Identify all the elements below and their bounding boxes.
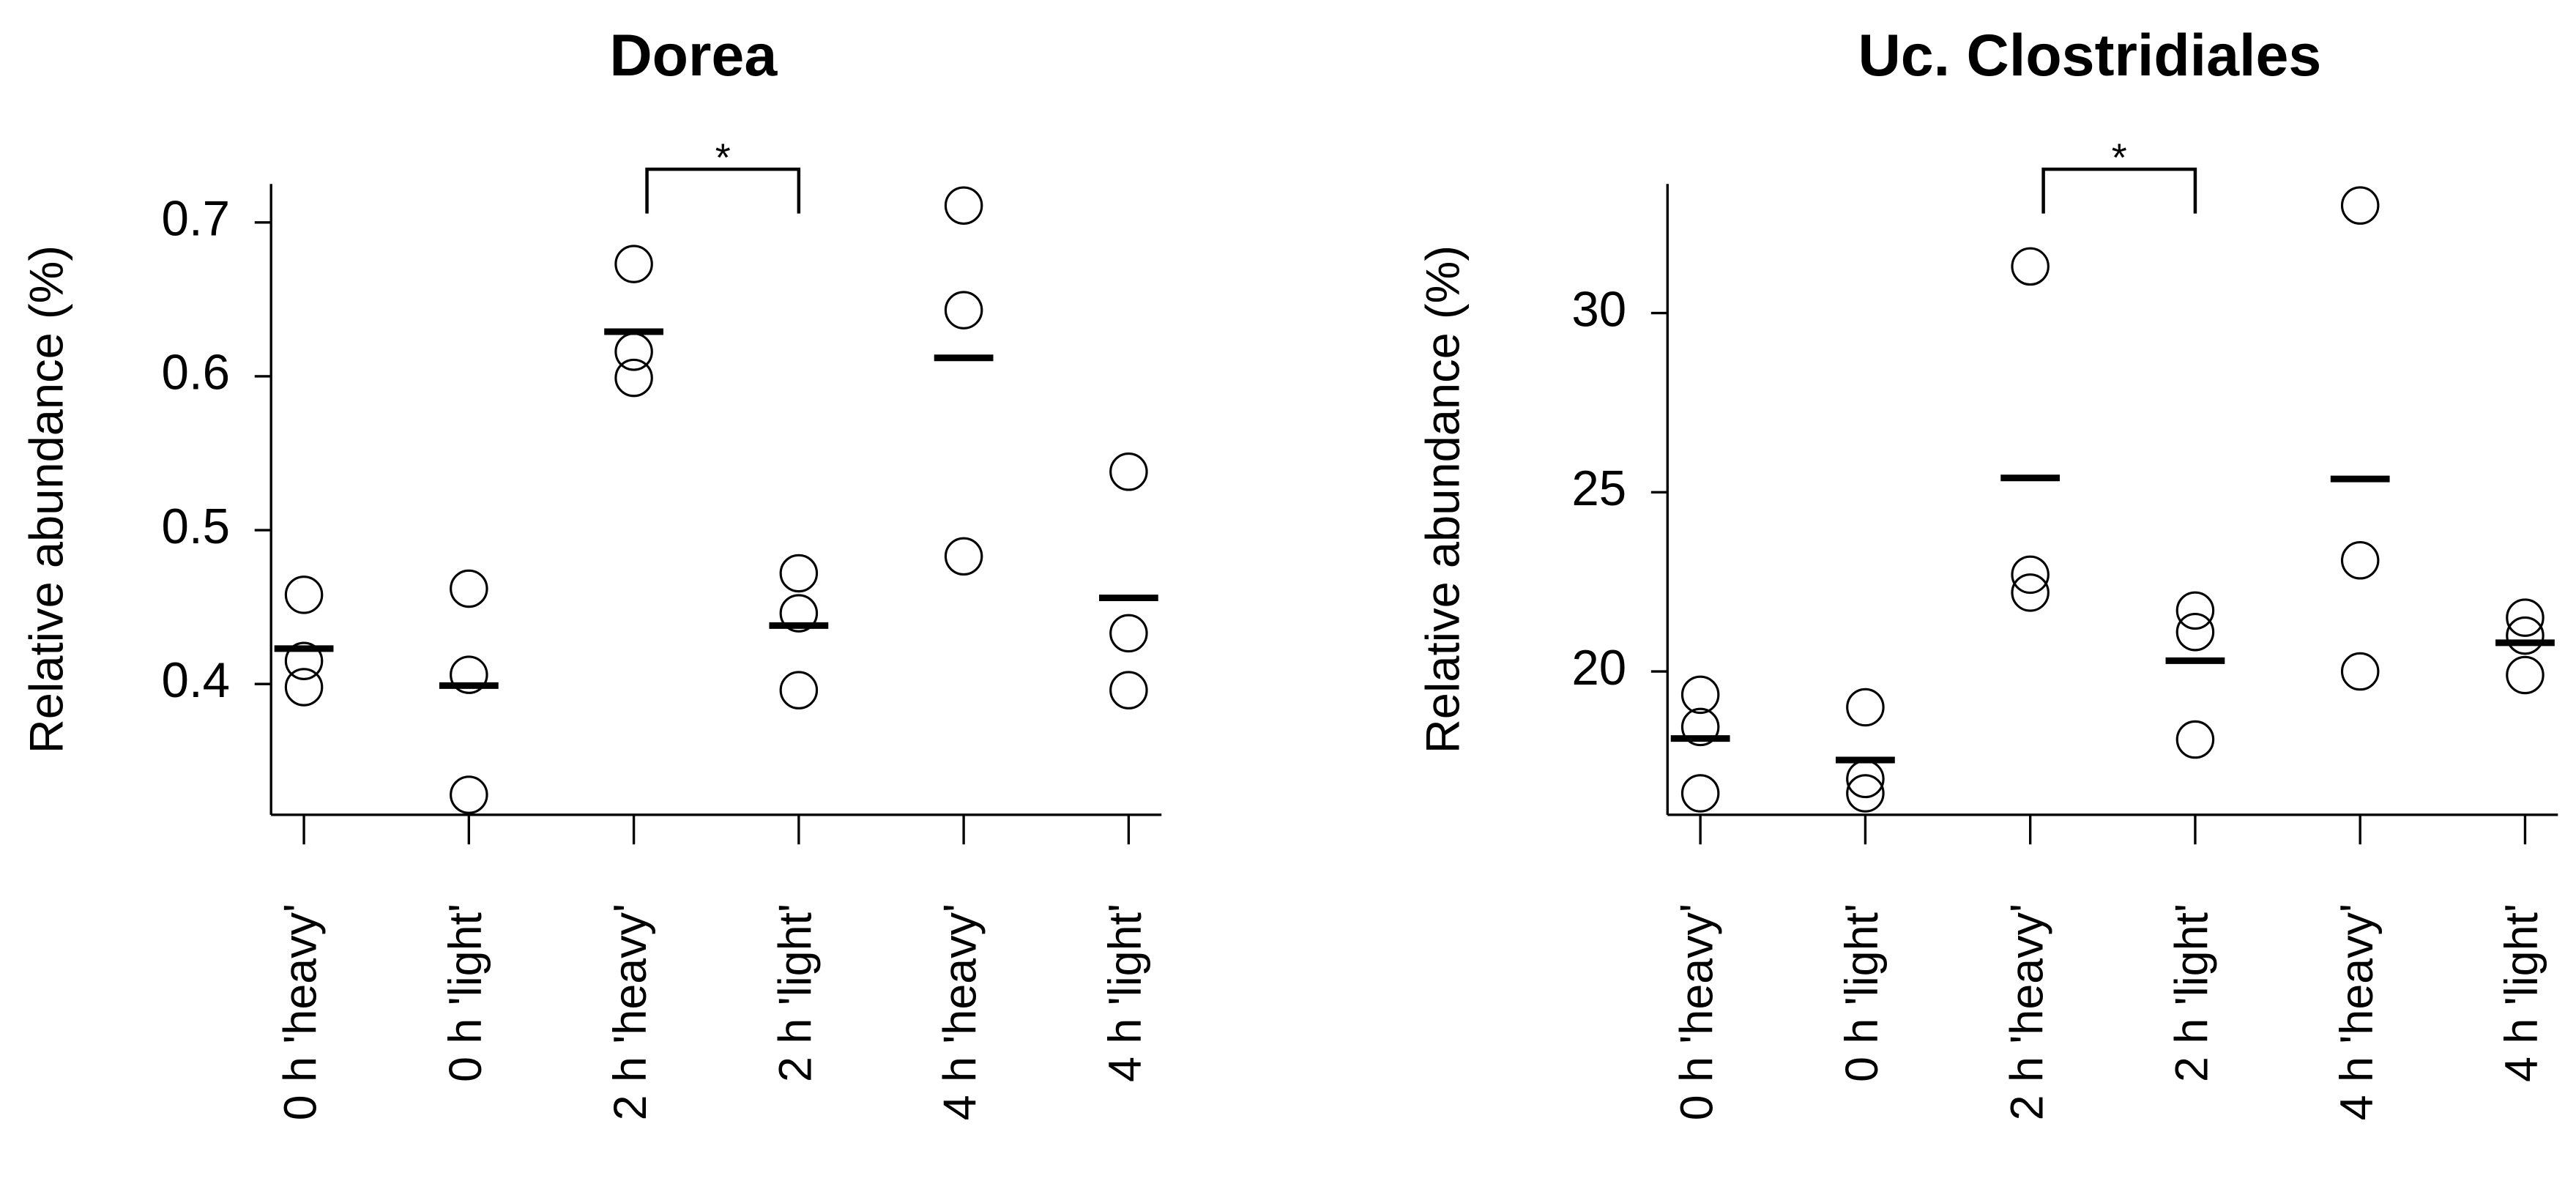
x-tick-label: 4 h 'heavy' — [935, 904, 986, 1120]
x-tick-label: 0 h 'heavy' — [275, 904, 327, 1120]
y-tick-label: 0.5 — [162, 499, 231, 554]
data-point — [2506, 598, 2545, 637]
y-tick-label: 20 — [1571, 641, 1626, 696]
data-point — [614, 245, 653, 283]
data-point — [2340, 652, 2380, 691]
data-point — [779, 671, 819, 709]
data-point — [1846, 688, 1885, 727]
data-point — [1680, 707, 1720, 747]
x-tick-label: 0 h 'light' — [1836, 904, 1888, 1082]
chart-title: Dorea — [609, 23, 778, 89]
data-point — [1109, 614, 1148, 653]
x-tick-label: 0 h 'light' — [440, 904, 491, 1082]
y-tick-label: 25 — [1571, 461, 1626, 516]
y-tick-label: 0.6 — [162, 346, 231, 401]
x-tick-label: 0 h 'heavy' — [1672, 904, 1723, 1120]
x-tick-label: 2 h 'light' — [2167, 904, 2218, 1082]
data-point — [944, 537, 983, 576]
data-point — [1109, 671, 1148, 709]
y-axis-label: Relative abundance (%) — [19, 245, 72, 753]
data-point — [284, 575, 324, 614]
data-point — [2011, 555, 2050, 595]
x-tick-label: 2 h 'light' — [770, 904, 821, 1082]
y-tick-label: 0.7 — [162, 192, 231, 247]
y-axis-label: Relative abundance (%) — [1415, 245, 1469, 753]
data-point — [450, 569, 488, 608]
x-tick-label: 2 h 'heavy' — [2001, 904, 2052, 1120]
y-tick-label: 30 — [1571, 282, 1626, 337]
data-point — [450, 775, 488, 814]
significance-bracket — [2041, 167, 2197, 214]
data-point — [2506, 655, 2545, 695]
significance-label: * — [715, 135, 731, 179]
data-point — [2011, 573, 2050, 612]
data-point — [2506, 616, 2545, 655]
data-point — [284, 668, 324, 707]
data-point — [450, 655, 488, 694]
data-point — [944, 186, 983, 225]
data-point — [944, 291, 983, 329]
data-point — [2340, 186, 2380, 225]
data-point — [614, 358, 653, 398]
data-point — [779, 594, 819, 633]
x-tick-label: 4 h 'light' — [1100, 904, 1151, 1082]
data-point — [1680, 675, 1720, 715]
data-point — [779, 554, 819, 593]
y-tick-label: 0.4 — [162, 653, 231, 708]
x-tick-label: 4 h 'light' — [2496, 904, 2547, 1082]
data-point — [2011, 247, 2050, 286]
data-point — [2340, 541, 2380, 580]
x-tick-label: 2 h 'heavy' — [605, 904, 656, 1120]
significance-label: * — [2112, 135, 2127, 179]
data-point — [1680, 774, 1720, 813]
data-point — [1846, 774, 1885, 813]
data-point — [2175, 612, 2215, 652]
data-point — [2175, 720, 2215, 759]
data-point — [284, 641, 324, 680]
data-point — [1109, 452, 1148, 491]
significance-bracket — [645, 167, 801, 214]
chart-title: Uc. Clostridiales — [1858, 23, 2321, 89]
data-point — [2175, 591, 2215, 630]
x-tick-label: 4 h 'heavy' — [2331, 904, 2383, 1120]
